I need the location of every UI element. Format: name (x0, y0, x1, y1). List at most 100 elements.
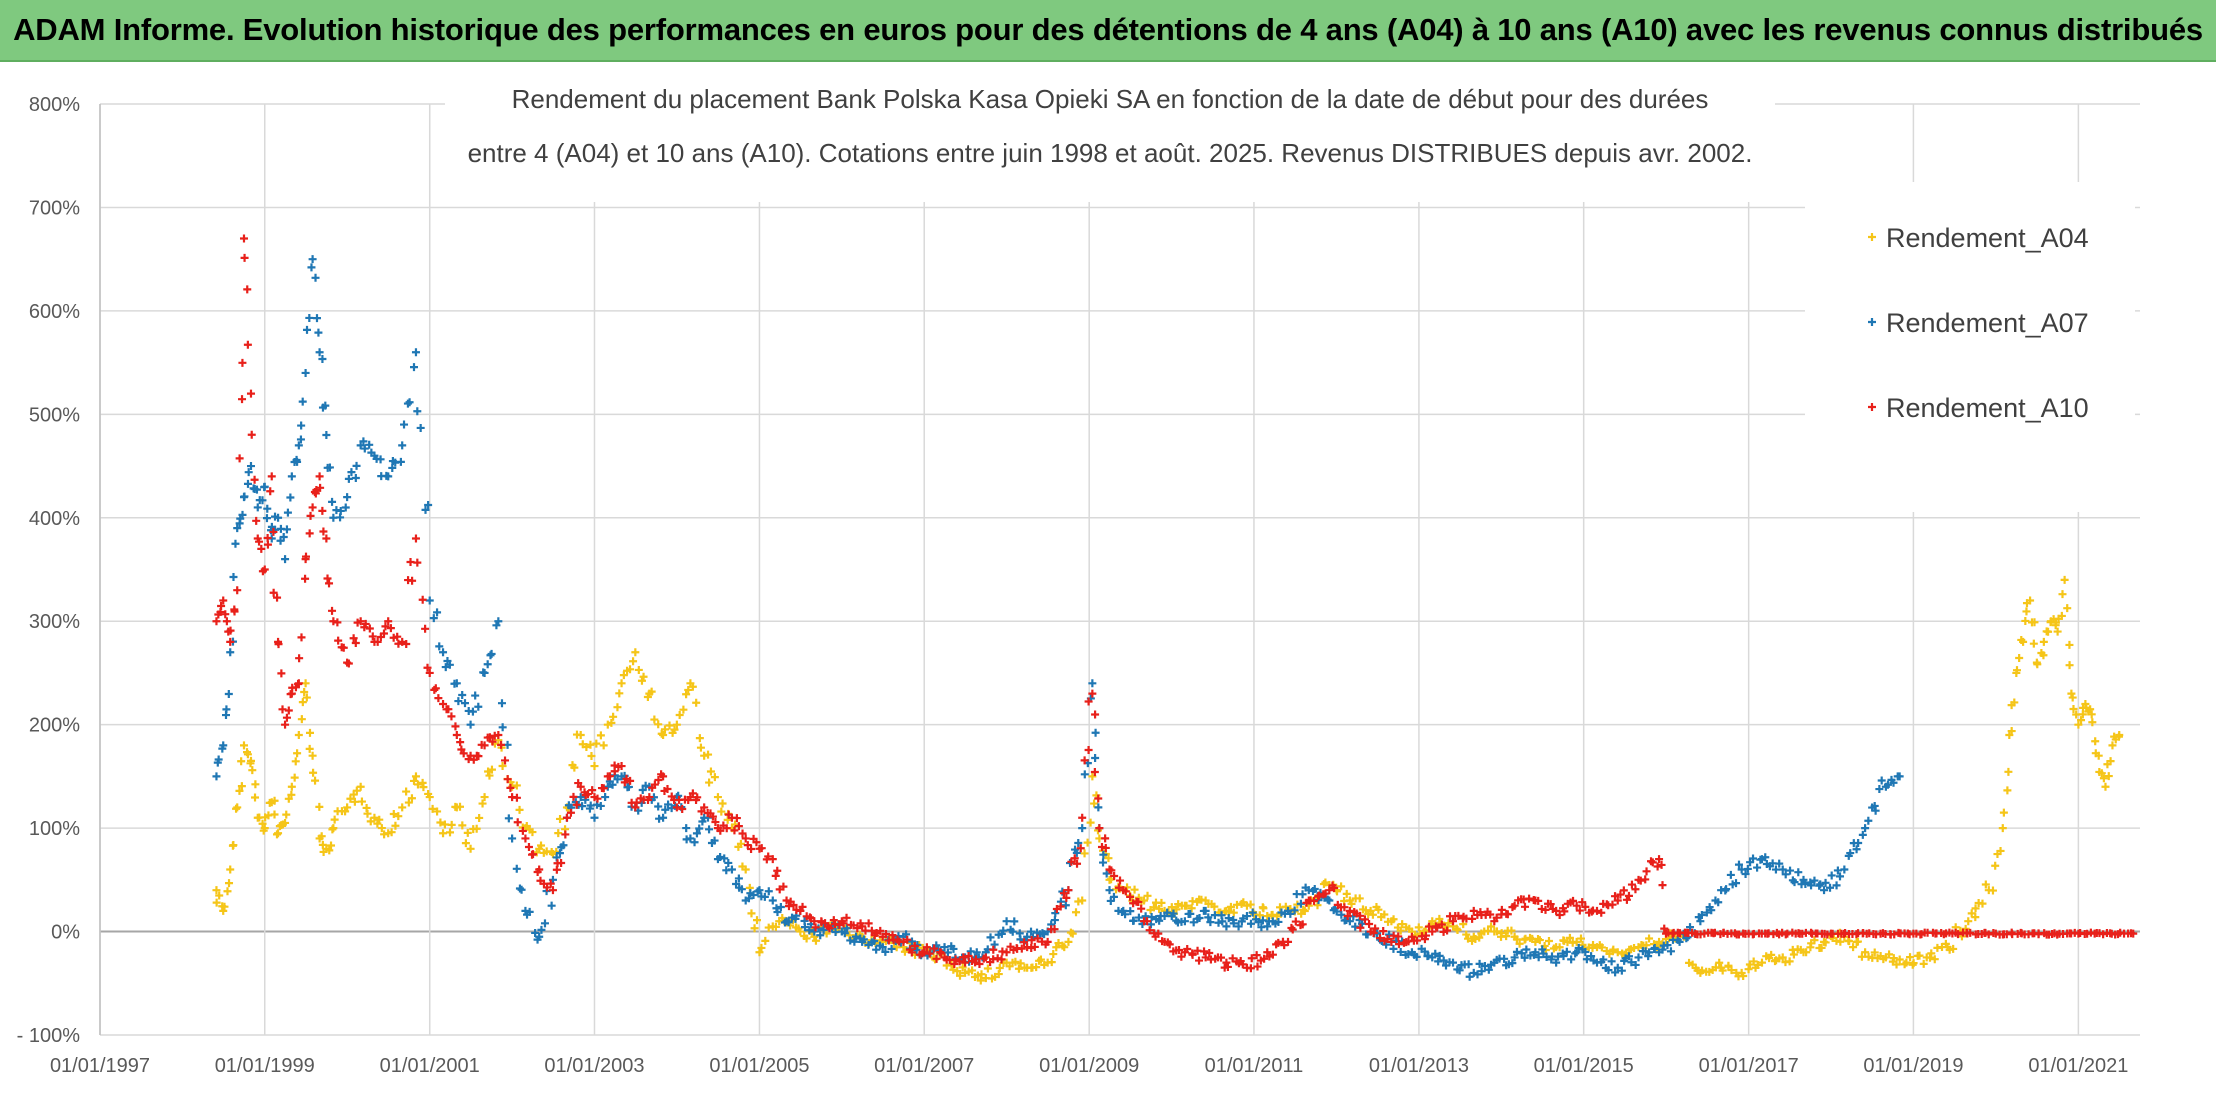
data-point-fill (214, 755, 223, 764)
data-point-fill (811, 936, 820, 945)
data-point-fill (930, 944, 939, 953)
data-point-fill (2106, 757, 2115, 766)
data-point-fill (1246, 919, 1255, 928)
data-point (741, 834, 750, 843)
data-point-fill (405, 398, 414, 407)
data-point-fill (231, 539, 240, 548)
data-point-fill (1109, 892, 1118, 901)
data-point-fill (1821, 878, 1830, 887)
data-point (672, 803, 681, 812)
data-point-fill (972, 948, 981, 957)
x-tick-label: 01/01/2005 (709, 1055, 809, 1077)
data-point-fill (293, 749, 302, 758)
data-point (294, 441, 303, 450)
data-point-fill (2044, 627, 2053, 636)
data-point-fill (1702, 908, 1711, 917)
data-point-fill (512, 864, 521, 873)
data-point-fill (328, 497, 337, 506)
data-point (1510, 901, 1519, 910)
data-point-fill (216, 607, 225, 616)
data-point-fill (587, 751, 596, 760)
data-point-fill (670, 725, 679, 734)
data-point-fill (1259, 904, 1268, 913)
data-point-fill (478, 799, 487, 808)
data-point-fill (1234, 922, 1243, 931)
data-point-fill (1288, 925, 1297, 934)
data-point-fill (1889, 778, 1898, 787)
data-point-fill (1753, 960, 1762, 969)
data-point (755, 948, 764, 957)
data-point-fill (263, 533, 272, 542)
data-point-fill (734, 874, 743, 883)
data-point-fill (529, 850, 538, 859)
data-point-fill (566, 808, 575, 817)
data-point-fill (949, 944, 958, 953)
data-point-fill (1453, 926, 1462, 935)
chart-grid (99, 103, 2140, 1036)
data-point-fill (1175, 946, 1183, 955)
data-point-fill (1657, 860, 1666, 869)
data-point-fill (2104, 772, 2113, 781)
data-point (1078, 813, 1087, 822)
data-point (1002, 917, 1011, 926)
data-point-fill (593, 794, 602, 803)
data-point-fill (1487, 922, 1496, 931)
data-point (810, 927, 819, 936)
data-point-fill (1080, 849, 1089, 858)
data-point-fill (951, 955, 960, 964)
data-point-fill (421, 505, 430, 514)
data-point-fill (1360, 915, 1369, 924)
data-point-fill (1660, 924, 1669, 933)
data-point-fill (1707, 906, 1716, 915)
data-point-fill (569, 792, 578, 801)
data-point-fill (375, 815, 384, 824)
data-point (1088, 689, 1097, 698)
data-point-fill (456, 802, 465, 811)
data-point (1449, 958, 1457, 967)
data-point-fill (764, 923, 773, 932)
data-point-fill (696, 743, 705, 752)
data-point-fill (413, 407, 422, 416)
data-point-fill (1356, 923, 1365, 932)
data-point-fill (1157, 898, 1166, 907)
data-point-fill (1889, 954, 1898, 963)
data-point-fill (240, 492, 249, 501)
data-point-fill (588, 786, 597, 795)
data-point-fill (291, 757, 300, 766)
data-point-fill (388, 463, 397, 472)
y-tick-label: 700% (29, 197, 80, 219)
data-point-fill (1767, 950, 1776, 959)
data-point-fill (2086, 705, 2095, 714)
data-point-fill (248, 766, 257, 775)
data-point-fill (724, 858, 733, 867)
data-point-fill (937, 949, 946, 958)
data-point-fill (1645, 934, 1654, 943)
data-point-fill (1794, 868, 1803, 877)
data-point-fill (1099, 858, 1108, 867)
data-point-fill (1567, 955, 1576, 964)
data-point-fill (1433, 923, 1442, 932)
data-point (940, 943, 949, 952)
data-point-fill (632, 798, 641, 807)
data-point-fill (1714, 898, 1723, 907)
data-point (308, 503, 317, 512)
data-point-fill (561, 830, 570, 839)
data-point-fill (359, 437, 368, 446)
data-point-fill (907, 948, 916, 957)
data-point-fill (1927, 949, 1936, 958)
data-point (2026, 596, 2035, 605)
data-point-fill (675, 710, 684, 719)
x-tick-label: 01/01/1997 (50, 1055, 150, 1077)
data-point-fill (546, 879, 555, 888)
data-point-fill (1836, 937, 1845, 946)
data-point-fill (853, 924, 862, 933)
data-point (294, 679, 303, 688)
data-point-fill (730, 826, 739, 835)
data-point-fill (458, 690, 467, 699)
data-point-fill (629, 657, 638, 666)
data-point-fill (1919, 959, 1928, 968)
data-point (1064, 937, 1073, 946)
data-point-fill (634, 665, 643, 674)
data-point (246, 389, 255, 398)
data-point-fill (1744, 965, 1753, 974)
